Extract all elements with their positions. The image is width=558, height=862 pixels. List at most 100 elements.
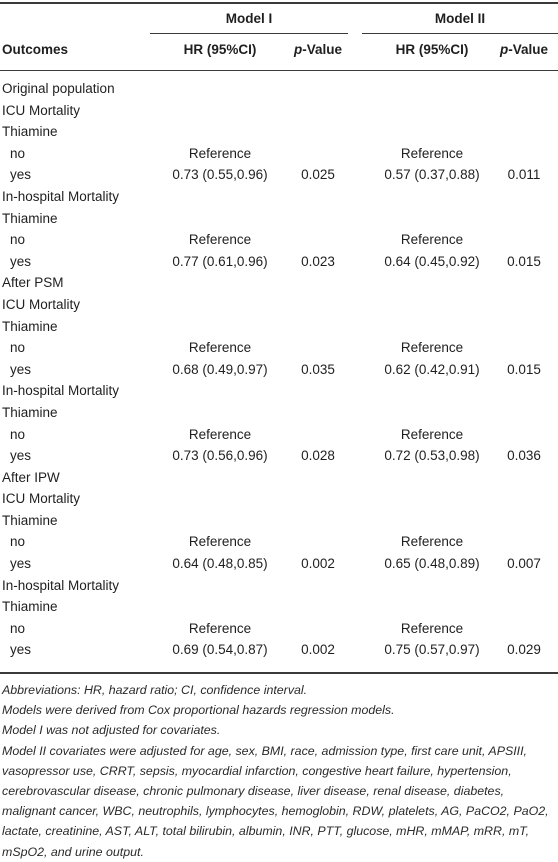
row-label: no [10,232,26,248]
hr-model-2-cell: 0.65 (0.48,0.89) [384,556,480,572]
table-row: Thiamine [0,596,558,618]
table-row: yes 0.68 (0.49,0.97) 0.035 0.62 (0.42,0.91)… [0,359,558,381]
p-model-2-cell: 0.015 [507,361,541,377]
p-italic: p [293,42,303,57]
header-p-model-1: p-Value [282,39,354,61]
hr-model-2-cell: Reference [400,620,464,636]
row-label: yes [10,361,32,377]
table-footnotes: Abbreviations: HR, hazard ratio; CI, con… [2,680,554,862]
hr-model-2-cell: 0.62 (0.42,0.91) [384,361,480,377]
table-row: ICU Mortality [0,488,558,510]
p-model-2-cell: 0.029 [507,642,541,658]
hr-model-1-cell: Reference [188,145,252,161]
header-outcomes: Outcomes [2,42,69,57]
hr-model-1-cell: 0.69 (0.54,0.87) [172,642,268,658]
table-row: In-hospital Mortality [0,186,558,208]
table-row: no Reference Reference [0,337,558,359]
table-row: After IPW [0,467,558,489]
hr-model-1-cell: 0.73 (0.56,0.96) [172,448,268,464]
table-row: no Reference Reference [0,531,558,553]
header-p-model-2: p-Value [488,39,558,61]
table-row: yes 0.73 (0.56,0.96) 0.028 0.72 (0.53,0.98)… [0,445,558,467]
header-hr-model-2: HR (95%CI) [395,42,469,57]
row-label: yes [10,556,32,572]
p-model-2-cell: 0.015 [507,253,541,269]
hr-model-2-cell: Reference [400,340,464,356]
p-model-1-cell: 0.035 [301,361,335,377]
hr-model-1-cell: 0.68 (0.49,0.97) [172,361,268,377]
footnote: Abbreviations: HR, hazard ratio; CI, con… [2,683,308,697]
table-row: no Reference Reference [0,143,558,165]
row-label: After PSM [2,275,64,291]
table-row: Thiamine [0,510,558,532]
table-row: ICU Mortality [0,100,558,122]
row-label: Thiamine [2,599,58,615]
hr-model-2-cell: 0.75 (0.57,0.97) [384,642,480,658]
row-label: no [10,620,26,636]
row-label: Thiamine [2,124,58,140]
hr-model-1-cell: 0.77 (0.61,0.96) [172,253,268,269]
p-model-1-cell: 0.028 [301,448,335,464]
row-label: yes [10,253,32,269]
table-top-rule [0,2,558,4]
hr-model-1-cell: Reference [188,426,252,442]
table-row: Original population [0,78,558,100]
p-model-2-cell: 0.011 [507,167,541,183]
hr-model-2-cell: Reference [400,145,464,161]
table-row: no Reference Reference [0,229,558,251]
header-bottom-rule [0,70,558,71]
hr-model-2-cell: Reference [400,426,464,442]
header-model-1: Model I [225,11,273,26]
table-row: yes 0.77 (0.61,0.96) 0.023 0.64 (0.45,0.92)… [0,251,558,273]
row-label: Thiamine [2,512,58,528]
model-2-underline [362,33,558,34]
p-model-1-cell: 0.023 [301,253,335,269]
row-label: no [10,426,26,442]
table-row: After PSM [0,272,558,294]
p-model-2-cell: 0.036 [507,448,541,464]
table-row: Thiamine [0,402,558,424]
table-row: no Reference Reference [0,424,558,446]
table-row: Thiamine [0,208,558,230]
row-label: no [10,534,26,550]
table-row: ICU Mortality [0,294,558,316]
p-rest: -Value [508,42,549,57]
row-label: In-hospital Mortality [2,383,120,399]
header-hr-model-1: HR (95%CI) [183,42,257,57]
p-model-2-cell: 0.007 [507,556,541,572]
footnote: Model I was not adjusted for covariates. [2,723,221,738]
hr-model-1-cell: 0.73 (0.55,0.96) [172,167,268,183]
table-body: Original population ICU Mortality Thiamine… [0,78,558,661]
hr-model-2-cell: Reference [400,534,464,550]
row-label: Thiamine [2,210,58,226]
header-model-2: Model II [434,11,486,26]
row-label: In-hospital Mortality [2,188,120,204]
p-model-1-cell: 0.002 [301,642,335,658]
footnote: Model II covariates were adjusted for ag… [2,743,549,859]
row-label: yes [10,448,32,464]
row-label: ICU Mortality [2,102,81,118]
hr-model-2-cell: 0.57 (0.37,0.88) [384,167,480,183]
row-label: Original population [2,81,115,96]
table-bottom-rule [0,672,558,674]
hr-model-1-cell: Reference [188,232,252,248]
hr-model-1-cell: 0.64 (0.48,0.85) [172,556,268,572]
row-label: ICU Mortality [2,491,81,507]
row-label: After IPW [2,469,60,485]
table-row: yes 0.64 (0.48,0.85) 0.002 0.65 (0.48,0.89)… [0,553,558,575]
hr-model-2-cell: 0.72 (0.53,0.98) [384,448,480,464]
table-row: In-hospital Mortality [0,575,558,597]
row-label: no [10,145,26,161]
row-label: no [10,340,26,356]
row-label: Thiamine [2,318,58,334]
table-row: no Reference Reference [0,618,558,640]
hr-model-2-cell: 0.64 (0.45,0.92) [384,253,480,269]
p-model-1-cell: 0.025 [301,167,335,183]
table-row: Thiamine [0,121,558,143]
p-rest: -Value [302,42,343,57]
table-row: In-hospital Mortality [0,380,558,402]
table-row: yes 0.69 (0.54,0.87) 0.002 0.75 (0.57,0.97)… [0,639,558,661]
hr-model-1-cell: Reference [188,340,252,356]
p-italic: p [499,42,509,57]
